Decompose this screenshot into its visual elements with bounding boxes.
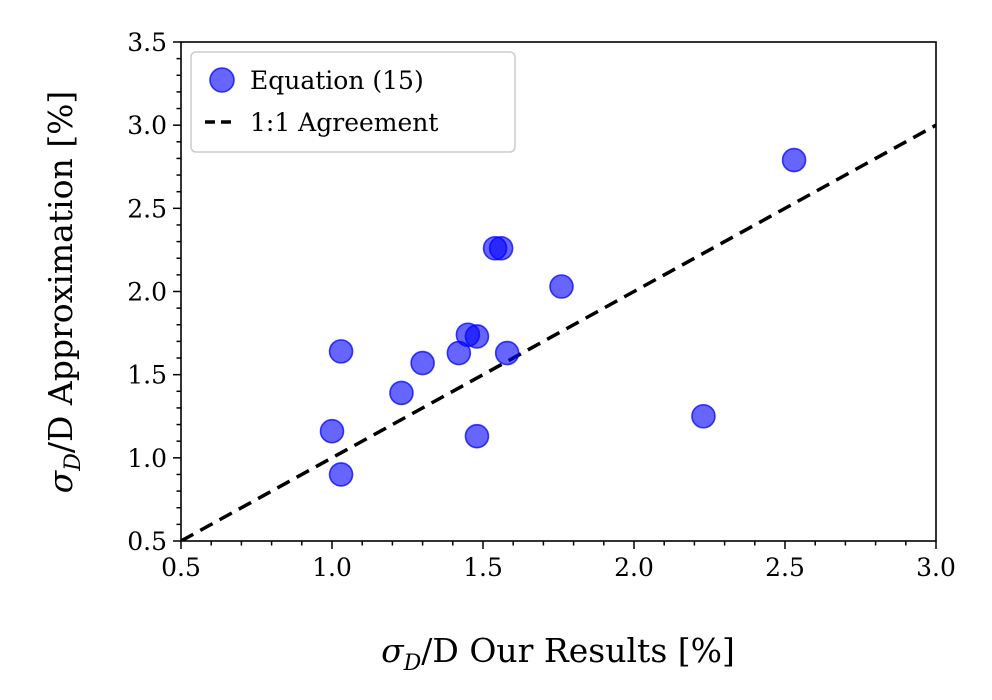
tick-labels: 0.5 1.0 1.5 2.0 2.5 3.0 0.5 1.0 1.5 2.0 2.5 3.0 3.5 xyxy=(127,28,956,582)
data-point xyxy=(494,340,520,366)
data-point xyxy=(488,235,514,261)
x-axis-label: σD/D Our Results [%] xyxy=(381,631,735,676)
reference-line-layer xyxy=(181,123,936,541)
x-tick-label: 1.5 xyxy=(463,553,503,582)
data-point xyxy=(464,423,490,449)
legend-label-agreement: 1:1 Agreement xyxy=(250,108,438,137)
x-tick-label: 1.0 xyxy=(312,553,352,582)
data-point xyxy=(410,350,435,376)
legend-label-equation: Equation (15) xyxy=(250,66,424,95)
legend: Equation (15) 1:1 Agreement xyxy=(190,51,516,153)
x-axis-label-subscript: D xyxy=(403,651,422,676)
y-tick-label: 1.0 xyxy=(127,444,167,473)
x-tick-label: 0.5 xyxy=(161,553,201,582)
y-tick-label: 3.0 xyxy=(127,111,167,140)
y-axis-label-symbol: σ xyxy=(41,469,80,493)
x-axis-label-symbol: σ xyxy=(381,631,405,670)
data-point xyxy=(328,339,354,364)
plot-area xyxy=(181,123,936,541)
data-point xyxy=(781,147,807,173)
data-point xyxy=(691,403,716,429)
data-point xyxy=(319,418,345,444)
data-point xyxy=(389,380,414,406)
x-tick-label: 2.5 xyxy=(765,553,805,582)
legend-box xyxy=(190,51,516,153)
x-tick-label: 2.0 xyxy=(614,553,654,582)
agreement-line xyxy=(181,123,936,541)
y-tick-label: 2.5 xyxy=(127,194,167,223)
data-point xyxy=(464,324,490,349)
y-axis-label-text: /D Approximation [%] xyxy=(41,91,80,453)
data-point xyxy=(328,462,354,487)
x-axis-label-text: /D Our Results [%] xyxy=(421,631,735,670)
y-axis-label-subscript: D xyxy=(61,453,86,472)
y-axis-label: σD/D Approximation [%] xyxy=(41,91,86,494)
y-tick-label: 3.5 xyxy=(127,28,167,57)
legend-marker-equation xyxy=(209,67,235,93)
y-tick-label: 1.5 xyxy=(127,361,167,390)
plot-frame xyxy=(180,41,937,542)
y-tick-label: 2.0 xyxy=(127,278,167,307)
x-tick-label: 3.0 xyxy=(916,553,956,582)
data-point xyxy=(549,274,574,299)
data-points xyxy=(319,147,807,487)
y-tick-label: 0.5 xyxy=(127,527,167,556)
